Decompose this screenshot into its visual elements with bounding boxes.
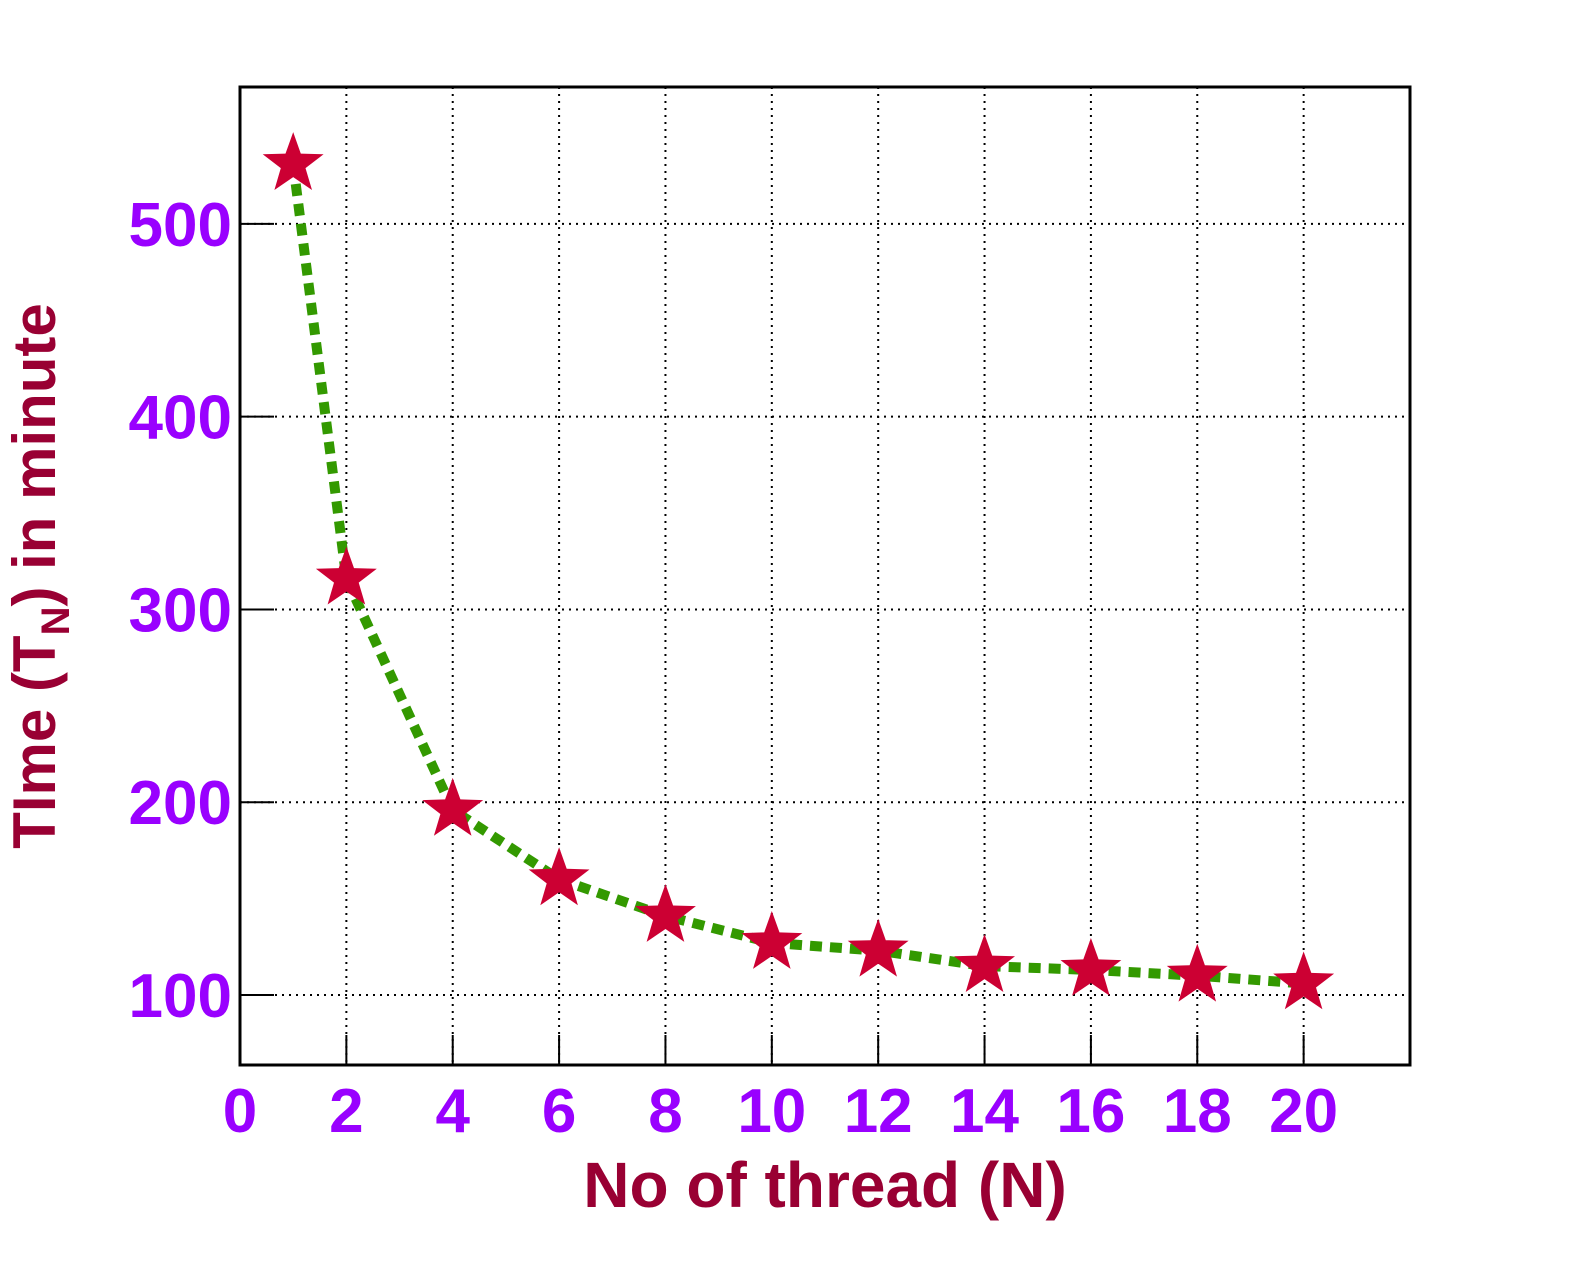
y-axis-label: TIme (TN) in minute: [1, 303, 78, 849]
data-point: [954, 934, 1015, 992]
series-line: [288, 163, 1304, 989]
data-point: [262, 132, 324, 190]
x-tick-label: 6: [542, 1077, 576, 1146]
data-point: [847, 918, 909, 977]
y-tick-label: 200: [129, 769, 232, 838]
data-point: [1273, 951, 1335, 1010]
x-tick-label: 0: [223, 1077, 257, 1146]
x-tick-label: 4: [435, 1077, 470, 1146]
y-tick-label: 300: [129, 576, 232, 645]
data-point: [1060, 938, 1122, 996]
x-tick-label: 10: [737, 1077, 806, 1146]
y-axis-label-suffix: ) in minute: [1, 303, 68, 606]
plot-frame: [238, 85, 1412, 1067]
x-tick-label: 20: [1269, 1077, 1338, 1146]
x-tick-label: 18: [1163, 1077, 1232, 1146]
data-point: [422, 777, 484, 836]
x-tick-label: 16: [1056, 1077, 1125, 1146]
y-tick-label: 100: [129, 962, 232, 1031]
y-axis-label-text: TIme (T: [1, 635, 68, 848]
data-point: [741, 911, 803, 969]
x-tick-label: 12: [844, 1077, 913, 1146]
x-tick-label: 14: [950, 1077, 1019, 1146]
y-tick-label: 400: [129, 384, 232, 453]
x-tick-label: 8: [648, 1077, 682, 1146]
x-axis-label: No of thread (N): [583, 1149, 1067, 1221]
y-tick-label: 500: [129, 191, 232, 260]
data-point: [315, 546, 377, 605]
data-point: [635, 884, 696, 942]
data-point: [528, 847, 590, 906]
data-point: [1166, 943, 1228, 1002]
y-axis-label-subscript: N: [34, 607, 78, 636]
x-tick-label: 2: [329, 1077, 363, 1146]
